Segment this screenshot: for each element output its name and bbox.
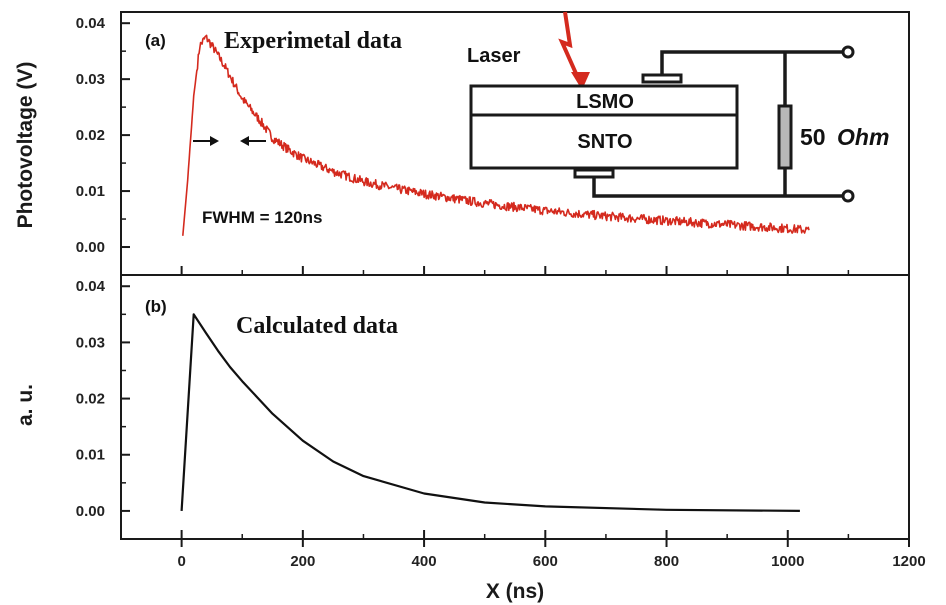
laser-arrowhead-icon <box>571 72 590 90</box>
panel-a-title: Experimetal data <box>224 28 402 54</box>
panel-b-ytick-label: 0.04 <box>76 278 106 295</box>
panel-b-ylabel: a. u. <box>14 384 37 426</box>
terminal-top-icon <box>841 45 855 59</box>
x-tick-label: 1000 <box>771 553 804 570</box>
lsmo-layer <box>469 84 739 117</box>
x-tick-label: 600 <box>533 553 558 570</box>
laser-bolt-icon <box>558 11 580 79</box>
experimental-series-line <box>182 34 810 236</box>
panel-b-tag: (b) <box>145 297 167 316</box>
resistor-unit: Ohm <box>837 124 889 150</box>
fwhm-right-arrow <box>240 136 266 146</box>
panel-b-ytick-label: 0.02 <box>76 391 105 408</box>
resistor-value: 50 <box>800 124 826 150</box>
panel-b-title: Calculated data <box>236 313 398 339</box>
panel-b-ytick-label: 0.01 <box>76 447 105 464</box>
x-tick-label: 800 <box>654 553 679 570</box>
calculated-series-line <box>180 313 800 512</box>
lsmo-label: LSMO <box>576 91 634 113</box>
snto-label: SNTO <box>577 131 632 153</box>
x-tick-label: 200 <box>290 553 315 570</box>
panel-a-tag: (a) <box>145 31 166 50</box>
panel-b-ticks: 0.00 0.01 0.02 0.03 0.04 0 200 400 600 800 1000 120… <box>76 278 926 570</box>
x-tick-label: 400 <box>412 553 437 570</box>
snto-layer <box>469 113 739 170</box>
panel-b-frame <box>120 274 910 540</box>
x-tick-label: 0 <box>177 553 185 570</box>
device-schematic-inset: Laser LSMO SNTO 50 Ohm <box>467 11 889 203</box>
resistor-icon <box>777 104 793 170</box>
laser-label: Laser <box>467 45 521 67</box>
panel-a-ytick-label: 0.03 <box>76 71 105 88</box>
fwhm-left-arrow <box>193 136 219 146</box>
terminal-bottom-icon <box>841 189 855 203</box>
panel-a-ytick-label: 0.02 <box>76 127 105 144</box>
bottom-electrode <box>573 168 615 179</box>
x-axis-title: X (ns) <box>486 580 544 603</box>
panel-a-ticks: 0.00 0.01 0.02 0.03 0.04 <box>76 15 910 276</box>
fwhm-annotation: FWHM = 120ns <box>202 208 322 227</box>
panel-b-ytick-label: 0.00 <box>76 503 105 520</box>
bottom-wire <box>592 177 843 198</box>
panel-a-ylabel: Photovoltage (V) <box>14 62 37 229</box>
panel-a-ytick-label: 0.01 <box>76 183 105 200</box>
panel-b-ytick-label: 0.03 <box>76 334 105 351</box>
x-tick-label: 1200 <box>892 553 925 570</box>
top-wire <box>660 50 843 75</box>
panel-a-ytick-label: 0.00 <box>76 239 105 256</box>
panel-a-ytick-label: 0.04 <box>76 15 106 32</box>
top-electrode <box>641 73 683 84</box>
